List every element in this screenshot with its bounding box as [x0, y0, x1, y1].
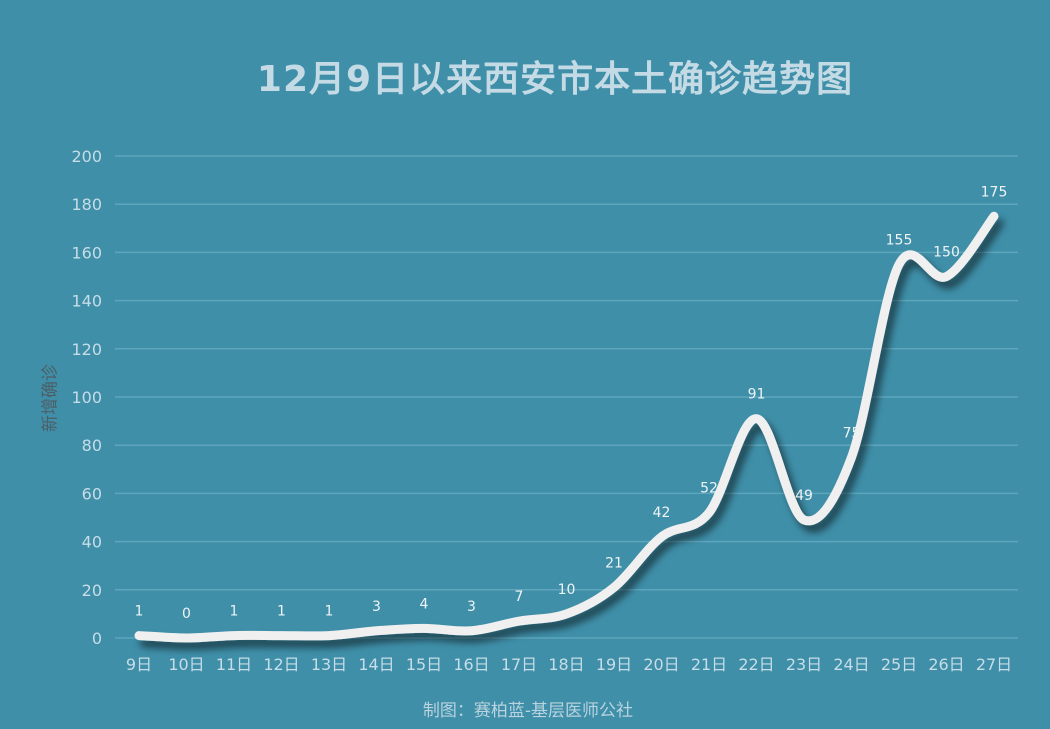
y-tick-label: 120	[71, 340, 102, 359]
y-tick-label: 180	[71, 195, 102, 214]
y-tick-label: 60	[82, 484, 102, 503]
data-label: 75	[843, 425, 861, 441]
y-tick-label: 40	[82, 533, 102, 552]
x-tick-label: 9日	[126, 655, 152, 674]
data-point	[138, 634, 140, 637]
data-label: 155	[886, 232, 913, 248]
x-tick-label: 10日	[168, 655, 204, 674]
x-tick-label: 12日	[263, 655, 299, 674]
y-tick-label: 140	[71, 292, 102, 311]
data-point	[518, 620, 520, 623]
x-tick-label: 17日	[501, 655, 537, 674]
y-tick-label: 20	[82, 581, 102, 600]
data-label: 0	[182, 606, 191, 622]
data-point	[708, 511, 710, 514]
x-tick-label: 16日	[453, 655, 489, 674]
data-point	[565, 612, 568, 615]
data-label: 1	[277, 604, 286, 620]
data-point	[613, 586, 615, 589]
y-tick-label: 0	[92, 629, 102, 648]
x-tick-label: 24日	[833, 655, 869, 674]
x-tick-label: 20日	[643, 655, 679, 674]
data-label: 3	[467, 599, 476, 615]
data-label: 175	[981, 184, 1008, 200]
data-point	[660, 535, 663, 538]
y-tick-label: 100	[71, 388, 102, 407]
x-tick-label: 11日	[216, 655, 252, 674]
data-label: 1	[135, 604, 144, 620]
chart-title: 12月9日以来西安市本土确诊趋势图	[256, 59, 854, 100]
x-tick-label: 15日	[406, 655, 442, 674]
data-label: 42	[653, 505, 671, 521]
x-tick-label: 27日	[976, 655, 1012, 674]
data-label: 52	[700, 481, 718, 497]
data-label: 21	[605, 555, 623, 571]
x-tick-label: 26日	[928, 655, 964, 674]
data-point	[423, 627, 425, 630]
data-label: 10	[558, 582, 576, 598]
data-label: 1	[230, 604, 239, 620]
y-tick-label: 200	[71, 147, 102, 166]
y-tick-label: 160	[71, 243, 102, 262]
data-point	[470, 629, 473, 632]
data-point	[328, 634, 330, 637]
y-tick-label: 80	[82, 436, 102, 455]
x-tick-label: 25日	[881, 655, 917, 674]
data-label: 150	[933, 245, 960, 261]
x-tick-label: 22日	[738, 655, 774, 674]
data-point	[850, 456, 853, 459]
data-label: 1	[325, 604, 334, 620]
footer-credit: 制图：赛柏蓝-基层医师公社	[422, 701, 634, 721]
data-point	[375, 629, 378, 632]
data-point	[185, 637, 188, 639]
x-tick-label: 19日	[596, 655, 632, 674]
data-point	[993, 215, 995, 218]
data-point	[755, 417, 758, 420]
data-label: 49	[795, 488, 813, 504]
x-tick-label: 21日	[691, 655, 727, 674]
data-point	[233, 634, 235, 637]
x-tick-label: 13日	[311, 655, 347, 674]
series-line	[134, 211, 999, 643]
x-tick-label: 18日	[548, 655, 584, 674]
data-label: 91	[748, 387, 766, 403]
data-label: 4	[420, 596, 429, 612]
data-point	[945, 275, 948, 278]
data-label: 7	[515, 589, 524, 605]
data-label: 3	[372, 599, 381, 615]
data-point	[898, 263, 900, 266]
data-point	[803, 518, 805, 521]
x-tick-label: 23日	[786, 655, 822, 674]
data-point	[280, 634, 283, 637]
x-tick-label: 14日	[358, 655, 394, 674]
